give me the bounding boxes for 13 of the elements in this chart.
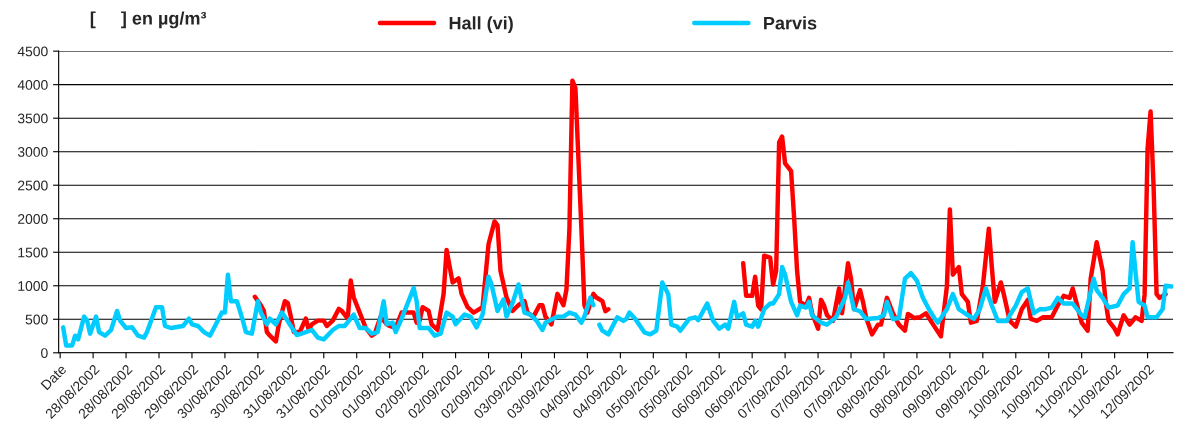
y-tick-label: 2500 xyxy=(18,180,48,191)
legend-label: Hall (vi) xyxy=(449,16,513,34)
chart-title: [ ] en µg/m³ xyxy=(90,11,207,29)
y-tick-label: 1500 xyxy=(18,247,48,258)
y-tick-label: 500 xyxy=(25,314,48,325)
y-tick-label: 3500 xyxy=(17,113,48,124)
legend-label: Parvis xyxy=(764,16,817,30)
y-tick-label: 0 xyxy=(41,348,48,358)
y-tick-label: 4000 xyxy=(17,80,48,90)
y-tick-label: 1000 xyxy=(18,281,48,291)
y-tick-label: 3000 xyxy=(17,147,48,157)
y-tick-label: 4500 xyxy=(17,46,48,57)
y-tick-label: 2000 xyxy=(18,214,48,224)
